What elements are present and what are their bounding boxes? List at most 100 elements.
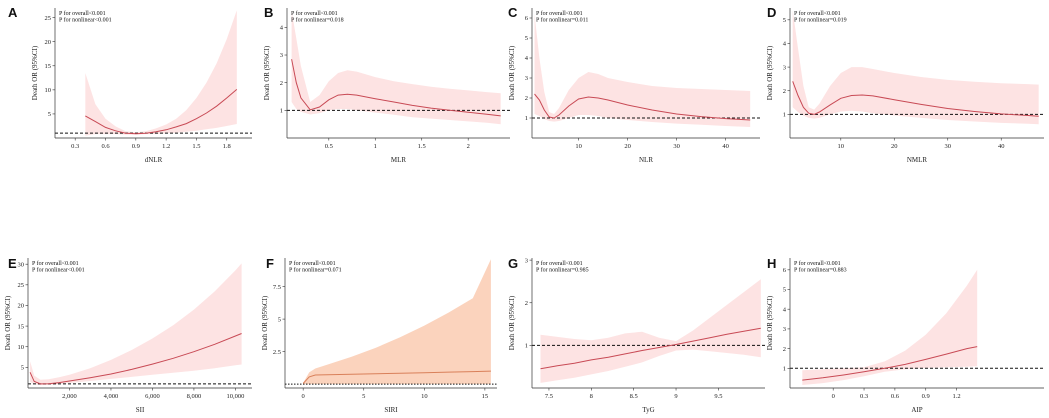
x-tick-label: 2,000 xyxy=(62,393,77,400)
y-tick-label: 5 xyxy=(783,17,786,24)
panel-letter: E xyxy=(8,256,17,271)
y-tick-label: 7.5 xyxy=(273,284,281,291)
p-value-annotation: P for nonlinear<0.001 xyxy=(59,17,112,24)
or-curve xyxy=(802,346,978,381)
y-tick-label: 3 xyxy=(783,64,786,71)
x-tick-label: 8,000 xyxy=(187,393,202,400)
x-tick-label: 1.2 xyxy=(953,393,961,400)
x-tick-label: 1 xyxy=(374,143,377,150)
y-tick-label: 3 xyxy=(525,257,528,264)
panel-letter: A xyxy=(8,5,18,20)
y-tick-label: 5 xyxy=(783,287,786,294)
y-tick-label: 3 xyxy=(783,326,786,333)
p-value-annotation: P for nonlinear=0.019 xyxy=(794,17,847,24)
x-tick-label: 2 xyxy=(467,143,470,150)
y-axis-label: Death OR (95%CI) xyxy=(508,295,516,350)
or-curve xyxy=(291,59,501,117)
ci-band xyxy=(540,279,761,383)
y-tick-label: 4 xyxy=(525,55,529,62)
panel-letter: H xyxy=(767,256,776,271)
p-value-annotation: P for nonlinear=0.883 xyxy=(794,267,847,274)
x-tick-label: 6,000 xyxy=(145,393,160,400)
y-tick-label: 2 xyxy=(783,346,786,353)
panel-letter: B xyxy=(264,5,273,20)
ci-band xyxy=(792,10,1039,125)
y-tick-label: 6 xyxy=(783,267,787,274)
x-axis-label: NLR xyxy=(639,156,653,164)
y-tick-label: 2 xyxy=(783,88,786,95)
x-tick-label: 10,000 xyxy=(226,393,244,400)
x-tick-label: 0.6 xyxy=(101,143,110,150)
y-tick-label: 1 xyxy=(525,115,528,122)
y-tick-label: 25 xyxy=(18,282,25,289)
y-axis-label: Death OR (95%CI) xyxy=(31,45,39,100)
x-tick-label: 0.3 xyxy=(860,393,868,400)
y-tick-label: 5 xyxy=(48,111,51,118)
x-tick-label: 0.9 xyxy=(922,393,930,400)
x-tick-label: 0.9 xyxy=(132,143,140,150)
or-curve xyxy=(792,81,1039,117)
x-axis-label: MLR xyxy=(391,156,407,164)
panel-e: E 2,000 4,000 6,000 8,000 10,000 5 10 15 20 25 30 SI… xyxy=(4,256,252,414)
y-tick-label: 20 xyxy=(18,303,25,310)
ci-band xyxy=(303,259,491,385)
y-tick-label: 5 xyxy=(278,316,281,323)
y-tick-label: 3 xyxy=(280,52,283,59)
p-value-annotation: P for nonlinear=0.011 xyxy=(536,17,588,24)
y-axis-label: Death OR (95%CI) xyxy=(261,295,269,350)
ci-band xyxy=(802,269,978,385)
p-value-annotation: P for nonlinear=0.018 xyxy=(291,17,344,24)
y-tick-label: 2 xyxy=(280,80,283,87)
x-tick-label: 40 xyxy=(998,143,1005,150)
x-tick-label: 9 xyxy=(674,393,677,400)
or-curve xyxy=(85,89,238,135)
panel-letter: G xyxy=(508,256,518,271)
y-axis-label: Death OR (95%CI) xyxy=(766,45,774,100)
x-tick-label: 9.5 xyxy=(714,393,722,400)
p-value-annotation: P for overall<0.001 xyxy=(536,10,583,17)
panel-h: H 0 0.3 0.6 0.9 1.2 1 2 3 4 5 6 AIP Death OR (95%CI) P… xyxy=(766,256,1044,414)
panel-letter: D xyxy=(767,5,776,20)
ci-band xyxy=(534,14,751,127)
x-tick-label: 0.6 xyxy=(891,393,900,400)
x-tick-label: 10 xyxy=(421,393,428,400)
p-value-annotation: P for nonlinear=0.071 xyxy=(289,267,342,274)
panel-b: B 0.5 1 1.5 2 1 2 3 4 MLR Death OR (95%CI) P for ov… xyxy=(263,5,510,164)
y-tick-label: 10 xyxy=(45,87,52,94)
p-value-annotation: P for overall<0.001 xyxy=(289,260,336,267)
y-tick-label: 15 xyxy=(45,63,52,70)
y-tick-label: 4 xyxy=(783,41,787,48)
y-tick-label: 3 xyxy=(525,75,528,82)
y-axis-label: Death OR (95%CI) xyxy=(766,295,774,350)
y-axis-label: Death OR (95%CI) xyxy=(508,45,516,100)
y-axis-label: Death OR (95%CI) xyxy=(4,295,12,350)
x-tick-label: 20 xyxy=(624,143,631,150)
or-curve xyxy=(534,93,751,121)
p-value-annotation: P for nonlinear<0.001 xyxy=(32,267,85,274)
panel-f: F 0 5 10 15 2.5 5 7.5 SIRI Death OR (95%CI) P for … xyxy=(261,256,497,414)
panel-a: A 0.3 0.6 0.9 1.2 1.5 1.8 5 10 15 20 25 dNLR Death OR… xyxy=(8,5,252,164)
y-tick-label: 5 xyxy=(21,365,24,372)
panel-g: G 7.5 8 8.5 9 9.5 1 2 3 TyG Death OR (95%CI) P for … xyxy=(508,256,765,414)
x-tick-label: 10 xyxy=(838,143,845,150)
y-tick-label: 1 xyxy=(783,112,786,119)
or-curve xyxy=(29,333,242,385)
y-tick-label: 2.5 xyxy=(273,349,281,356)
y-axis-label: Death OR (95%CI) xyxy=(263,45,271,100)
x-tick-label: 1.5 xyxy=(192,143,200,150)
p-value-annotation: P for nonlinear=0.985 xyxy=(536,267,589,274)
p-value-annotation: P for overall<0.001 xyxy=(794,10,841,17)
ci-band xyxy=(291,10,501,125)
p-value-annotation: P for overall<0.001 xyxy=(291,10,338,17)
x-tick-label: 0 xyxy=(302,393,305,400)
y-tick-label: 25 xyxy=(45,15,52,22)
x-tick-label: 30 xyxy=(944,143,951,150)
x-axis-label: AIP xyxy=(911,406,922,414)
panel-letter: F xyxy=(266,256,274,271)
y-tick-label: 15 xyxy=(18,323,25,330)
x-tick-label: 0.3 xyxy=(71,143,79,150)
x-tick-label: 10 xyxy=(575,143,582,150)
x-axis-label: SII xyxy=(136,406,145,414)
y-tick-label: 30 xyxy=(18,261,25,268)
